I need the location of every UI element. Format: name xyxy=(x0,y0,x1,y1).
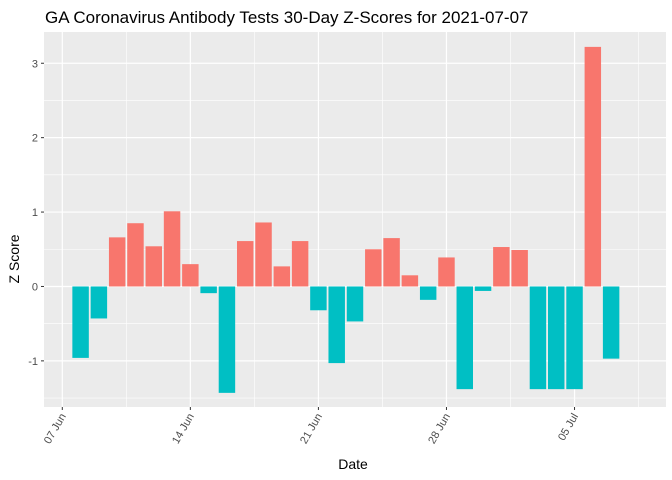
y-tick-label: -1 xyxy=(28,356,38,368)
bar xyxy=(255,222,272,287)
minor-gridlines xyxy=(44,32,666,407)
y-tick-label: 3 xyxy=(32,58,38,70)
bar xyxy=(163,211,181,287)
x-tick-label: 21 Jun xyxy=(298,412,325,447)
bar xyxy=(90,286,108,319)
x-tick-label: 28 Jun xyxy=(426,412,453,447)
bar xyxy=(182,264,199,287)
bar xyxy=(273,266,291,287)
bar xyxy=(456,286,473,390)
bar xyxy=(108,237,126,287)
y-axis: -1 0 1 2 3 xyxy=(28,58,44,368)
x-axis: 07 Jun 14 Jun 21 Jun 28 Jun 05 Jul xyxy=(42,407,581,446)
bar xyxy=(602,286,620,359)
bar xyxy=(438,257,455,287)
bar xyxy=(237,241,254,287)
bar xyxy=(529,286,547,390)
y-tick-label: 2 xyxy=(32,133,38,145)
x-tick-label: 05 Jul xyxy=(556,412,581,443)
bar xyxy=(72,286,89,358)
bar xyxy=(200,286,217,294)
bars xyxy=(72,46,620,393)
chart-title: GA Coronavirus Antibody Tests 30-Day Z-S… xyxy=(45,8,528,27)
y-axis-title: Z Score xyxy=(6,234,22,283)
x-axis-title: Date xyxy=(338,456,368,472)
bar xyxy=(584,46,602,287)
bar xyxy=(127,223,144,287)
bar xyxy=(474,286,492,291)
bar xyxy=(511,250,528,287)
bar xyxy=(548,286,565,390)
bar xyxy=(365,249,382,287)
y-tick-label: 1 xyxy=(32,207,38,219)
bar xyxy=(218,286,236,393)
bar xyxy=(493,247,510,287)
bar xyxy=(401,275,419,287)
bar xyxy=(566,286,583,390)
x-tick-label: 14 Jun xyxy=(170,412,197,447)
bar xyxy=(291,241,309,287)
y-tick-label: 0 xyxy=(32,281,38,293)
bar xyxy=(383,238,400,287)
bar xyxy=(346,286,364,322)
bar xyxy=(145,246,162,287)
x-tick-label: 07 Jun xyxy=(42,412,69,447)
bar xyxy=(419,286,437,300)
bar xyxy=(310,286,327,311)
bar xyxy=(328,286,345,364)
